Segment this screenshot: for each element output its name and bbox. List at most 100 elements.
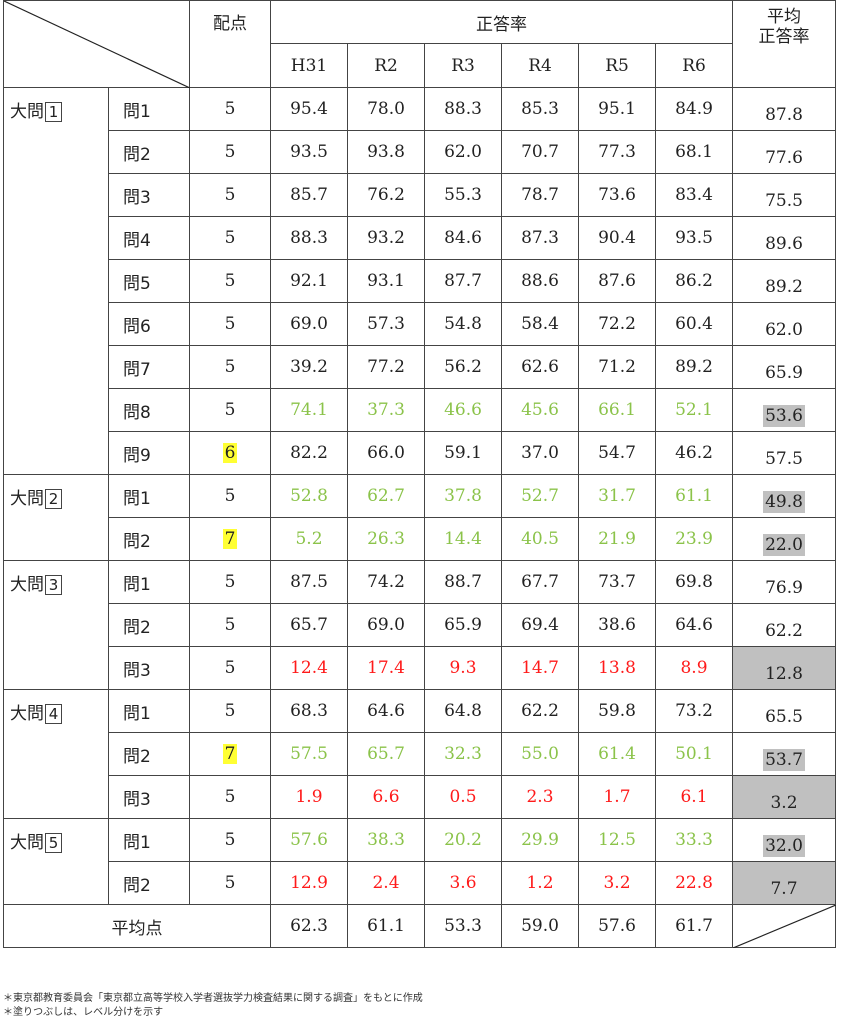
points-cell: 7 bbox=[189, 517, 271, 561]
rate-cell-R3: 88.7 bbox=[424, 560, 502, 604]
rate-cell-R6: 84.9 bbox=[655, 87, 733, 131]
rate-cell-R4: 85.3 bbox=[501, 87, 579, 131]
rate-cell-H31: 82.2 bbox=[270, 431, 348, 475]
year-header-2: R3 bbox=[424, 43, 502, 88]
table-row: 問3 5 12.4 17.4 9.3 14.7 13.8 8.9 12.8 bbox=[4, 646, 836, 690]
average-cell: 62.2 bbox=[732, 603, 836, 647]
average-cell: 77.6 bbox=[732, 130, 836, 174]
rate-cell-R2: 77.2 bbox=[347, 345, 425, 389]
rate-cell-R5: 38.6 bbox=[578, 603, 656, 647]
rate-cell-R4: 55.0 bbox=[501, 732, 579, 776]
rate-cell-R4: 40.5 bbox=[501, 517, 579, 561]
daimon-label: 大問 1 bbox=[3, 87, 109, 475]
table-row: 大問 4 問1 5 68.3 64.6 64.8 62.2 59.8 73.2 65.5 bbox=[3, 689, 836, 819]
question-label: 問1 bbox=[108, 87, 190, 131]
rate-cell-R2: 17.4 bbox=[347, 646, 425, 690]
table-row: 問6 5 69.0 57.3 54.8 58.4 72.2 60.4 62.0 bbox=[4, 302, 836, 346]
question-label: 問9 bbox=[108, 431, 190, 475]
total-corner-diagonal-cell bbox=[732, 904, 836, 948]
points-cell: 6 bbox=[189, 431, 271, 475]
rate-cell-R2: 38.3 bbox=[347, 818, 425, 862]
rate-cell-R2: 78.0 bbox=[347, 87, 425, 131]
table-row: 問9 6 82.2 66.0 59.1 37.0 54.7 46.2 57.5 bbox=[4, 431, 836, 475]
total-cell-R6: 61.7 bbox=[655, 904, 733, 948]
table-row: 問2 7 5.2 26.3 14.4 40.5 21.9 23.9 22.0 bbox=[4, 517, 836, 561]
table-row: 大問 1 問1 5 95.4 78.0 88.3 85.3 95.1 84.9 87.8 bbox=[3, 87, 836, 475]
rate-cell-R3: 32.3 bbox=[424, 732, 502, 776]
table-row: 問2 5 65.7 69.0 65.9 69.4 38.6 64.6 62.2 bbox=[4, 603, 836, 647]
rate-cell-R3: 65.9 bbox=[424, 603, 502, 647]
daimon-text: 大問 bbox=[10, 833, 44, 853]
rate-cell-R6: 52.1 bbox=[655, 388, 733, 432]
rate-cell-R2: 93.1 bbox=[347, 259, 425, 303]
points-cell: 5 bbox=[189, 603, 271, 647]
rate-cell-R6: 86.2 bbox=[655, 259, 733, 303]
rate-cell-H31: 87.5 bbox=[270, 560, 348, 604]
rate-cell-R5: 31.7 bbox=[578, 474, 656, 518]
question-label: 問2 bbox=[108, 732, 190, 776]
points-cell: 5 bbox=[189, 173, 271, 217]
daimon-text: 大問 bbox=[10, 575, 44, 595]
rate-cell-R4: 37.0 bbox=[501, 431, 579, 475]
rate-cell-R6: 46.2 bbox=[655, 431, 733, 475]
seitouritsu-header: 正答率 bbox=[270, 0, 733, 44]
points-value: 5 bbox=[224, 400, 236, 420]
rate-cell-H31: 68.3 bbox=[270, 689, 348, 733]
daimon-label: 大問 4 bbox=[3, 689, 109, 819]
year-header-3: R4 bbox=[501, 43, 579, 88]
points-cell: 5 bbox=[189, 259, 271, 303]
question-label: 問2 bbox=[108, 130, 190, 174]
rate-cell-R5: 59.8 bbox=[578, 689, 656, 733]
rate-cell-R4: 88.6 bbox=[501, 259, 579, 303]
average-value: 32.0 bbox=[763, 835, 805, 857]
points-value: 5 bbox=[224, 99, 236, 119]
rate-cell-R3: 46.6 bbox=[424, 388, 502, 432]
average-value: 89.2 bbox=[765, 277, 803, 297]
rate-cell-R2: 26.3 bbox=[347, 517, 425, 561]
rate-cell-R2: 62.7 bbox=[347, 474, 425, 518]
average-value: 62.0 bbox=[765, 320, 803, 340]
table-row: 問4 5 88.3 93.2 84.6 87.3 90.4 93.5 89.6 bbox=[4, 216, 836, 260]
points-value: 5 bbox=[224, 572, 236, 592]
rate-cell-R4: 62.2 bbox=[501, 689, 579, 733]
question-label: 問5 bbox=[108, 259, 190, 303]
points-cell: 5 bbox=[189, 345, 271, 389]
rate-cell-H31: 1.9 bbox=[270, 775, 348, 819]
points-value: 5 bbox=[224, 357, 236, 377]
table-row: 問2 5 93.5 93.8 62.0 70.7 77.3 68.1 77.6 bbox=[4, 130, 836, 174]
points-cell: 5 bbox=[189, 130, 271, 174]
points-highlighted: 7 bbox=[222, 529, 238, 549]
rate-cell-R3: 59.1 bbox=[424, 431, 502, 475]
question-label: 問1 bbox=[108, 560, 190, 604]
rate-cell-R3: 64.8 bbox=[424, 689, 502, 733]
question-label: 問7 bbox=[108, 345, 190, 389]
year-header-5: R6 bbox=[655, 43, 733, 88]
average-value: 53.6 bbox=[763, 405, 805, 427]
rate-cell-R3: 62.0 bbox=[424, 130, 502, 174]
daimon-text: 大問 bbox=[10, 489, 44, 509]
rate-cell-R5: 12.5 bbox=[578, 818, 656, 862]
rate-cell-R2: 74.2 bbox=[347, 560, 425, 604]
average-cell: 89.2 bbox=[732, 259, 836, 303]
rate-cell-R5: 95.1 bbox=[578, 87, 656, 131]
total-diagonal-line bbox=[733, 905, 836, 948]
rate-cell-R5: 73.6 bbox=[578, 173, 656, 217]
rate-cell-R5: 13.8 bbox=[578, 646, 656, 690]
rate-cell-R4: 45.6 bbox=[501, 388, 579, 432]
points-cell: 5 bbox=[189, 87, 271, 131]
rate-cell-R6: 68.1 bbox=[655, 130, 733, 174]
rate-cell-R6: 33.3 bbox=[655, 818, 733, 862]
points-value: 5 bbox=[224, 873, 236, 893]
average-cell: 12.8 bbox=[732, 646, 836, 690]
rate-cell-R5: 54.7 bbox=[578, 431, 656, 475]
question-label: 問3 bbox=[108, 173, 190, 217]
rate-cell-R6: 64.6 bbox=[655, 603, 733, 647]
average-value: 53.7 bbox=[763, 749, 805, 771]
rate-cell-R5: 21.9 bbox=[578, 517, 656, 561]
rate-cell-R5: 66.1 bbox=[578, 388, 656, 432]
rate-cell-R3: 14.4 bbox=[424, 517, 502, 561]
rate-cell-H31: 57.6 bbox=[270, 818, 348, 862]
avg-header-line1: 平均 bbox=[767, 7, 801, 27]
rate-cell-R6: 89.2 bbox=[655, 345, 733, 389]
points-highlighted: 6 bbox=[222, 443, 238, 463]
